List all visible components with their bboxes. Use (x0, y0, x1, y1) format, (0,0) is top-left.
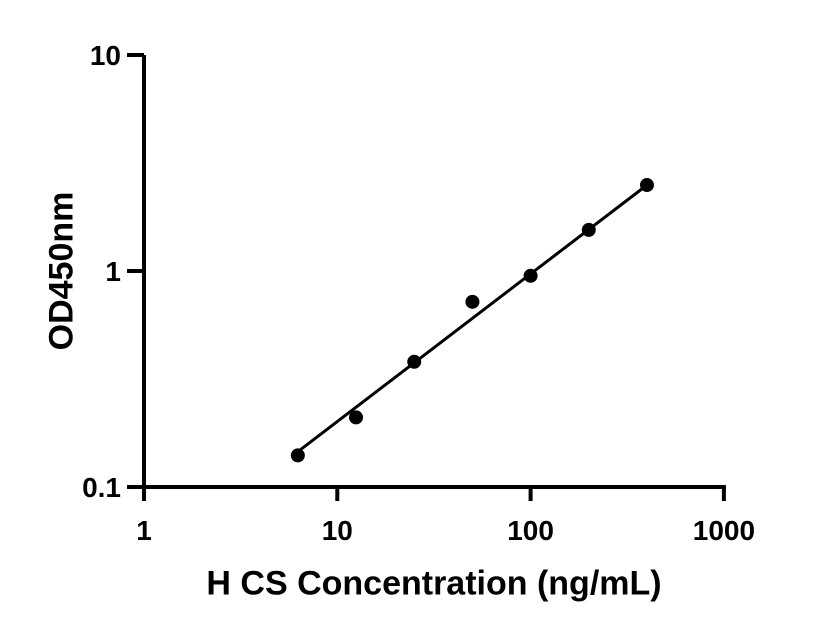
x-tick-label: 1000 (693, 515, 755, 546)
trend-line (296, 183, 648, 454)
x-tick-label: 1 (136, 515, 152, 546)
y-tick-label: 10 (90, 40, 121, 71)
data-point (465, 294, 480, 309)
x-tick-label: 10 (322, 515, 353, 546)
data-point (407, 354, 422, 369)
data-point (349, 410, 364, 425)
y-tick-label: 0.1 (82, 472, 121, 503)
data-point (581, 222, 596, 237)
x-axis-title: H CS Concentration (ng/mL) (206, 564, 662, 603)
data-point (639, 178, 654, 193)
y-tick-label: 1 (105, 256, 121, 287)
data-point (290, 448, 305, 463)
x-tick-label: 100 (507, 515, 554, 546)
data-point (523, 268, 538, 283)
y-axis-title: OD450nm (42, 191, 81, 351)
